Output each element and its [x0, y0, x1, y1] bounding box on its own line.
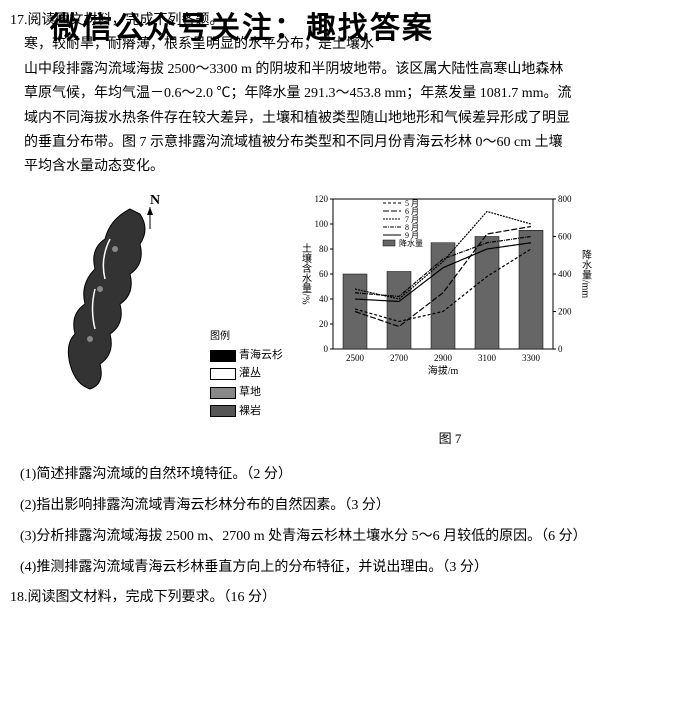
subq-2: (2)指出影响排露沟流域青海云杉林分布的自然因素。（3 分） — [20, 493, 690, 518]
para-4: 域内不同海拔水热条件存在较大差异，土壤和植被类型随山地地形和气候差异形成了明显 — [10, 108, 690, 130]
map-block: N — [30, 189, 230, 407]
legend-swatch-a — [210, 350, 236, 362]
svg-text:120: 120 — [315, 194, 329, 204]
svg-text:2700: 2700 — [390, 353, 409, 363]
svg-text:600: 600 — [558, 231, 572, 241]
legend-swatch-b — [210, 368, 236, 380]
watermark-text: 微信公众号关注：趣找答案 — [50, 5, 434, 53]
legend-title: 图例 — [210, 329, 283, 345]
svg-text:800: 800 — [558, 194, 572, 204]
svg-text:0: 0 — [558, 344, 563, 354]
legend-a: 青海云杉 — [239, 347, 283, 365]
svg-text:100: 100 — [315, 219, 329, 229]
svg-text:80: 80 — [319, 244, 329, 254]
svg-text:3300: 3300 — [522, 353, 541, 363]
svg-text:60: 60 — [319, 269, 329, 279]
subq-4: (4)推测排露沟流域青海云杉林垂直方向上的分布特征，并说出理由。（3 分） — [20, 555, 690, 580]
legend-c: 草地 — [239, 384, 261, 402]
svg-text:海拔/m: 海拔/m — [428, 364, 459, 377]
para-5: 的垂直分布带。图 7 示意排露沟流域植被分布类型和不同月份青海云杉林 0～60 … — [10, 132, 690, 154]
para-3: 草原气候，年均气温－0.6～2.0 ℃；年降水量 291.3～453.8 mm；… — [10, 83, 690, 105]
svg-text:降水量: 降水量 — [399, 238, 423, 248]
svg-text:3100: 3100 — [478, 353, 497, 363]
figure-7: N 图例 青海云杉 灌丛 草地 裸岩 0 20 40 60 80 100 120 0 200 40… — [30, 189, 690, 421]
svg-text:土壤含水量/%: 土壤含水量/% — [300, 242, 312, 304]
chart-block: 0 20 40 60 80 100 120 0 200 400 600 800 2500 2700 2900… — [293, 189, 593, 397]
svg-text:40: 40 — [319, 294, 329, 304]
para-6: 平均含水量动态变化。 — [10, 156, 690, 178]
map-legend: 图例 青海云杉 灌丛 草地 裸岩 — [210, 329, 283, 421]
basin-map: N — [40, 189, 220, 399]
figure-caption: 图 7 — [210, 429, 690, 450]
soil-water-chart: 0 20 40 60 80 100 120 0 200 400 600 800 2500 2700 2900… — [293, 189, 593, 389]
legend-b: 灌丛 — [239, 365, 261, 383]
para-2: 山中段排露沟流域海拔 2500～3300 m 的阴坡和半阴坡地带。该区属大陆性高… — [10, 59, 690, 81]
svg-text:200: 200 — [558, 306, 572, 316]
svg-text:降水量/mm: 降水量/mm — [580, 248, 592, 298]
legend-swatch-c — [210, 387, 236, 399]
svg-text:2900: 2900 — [434, 353, 453, 363]
svg-text:0: 0 — [324, 344, 329, 354]
svg-text:400: 400 — [558, 269, 572, 279]
subq-3: (3)分析排露沟流域海拔 2500 m、2700 m 处青海云杉林土壤水分 5～… — [20, 524, 690, 549]
svg-text:2500: 2500 — [346, 353, 365, 363]
compass-n: N — [150, 193, 160, 208]
q18-number: 18.阅读图文材料，完成下列要求。（16 分） — [10, 587, 690, 609]
legend-d: 裸岩 — [239, 403, 261, 421]
svg-text:20: 20 — [319, 319, 329, 329]
subq-1: (1)简述排露沟流域的自然环境特征。（2 分） — [20, 462, 690, 487]
legend-swatch-d — [210, 405, 236, 417]
